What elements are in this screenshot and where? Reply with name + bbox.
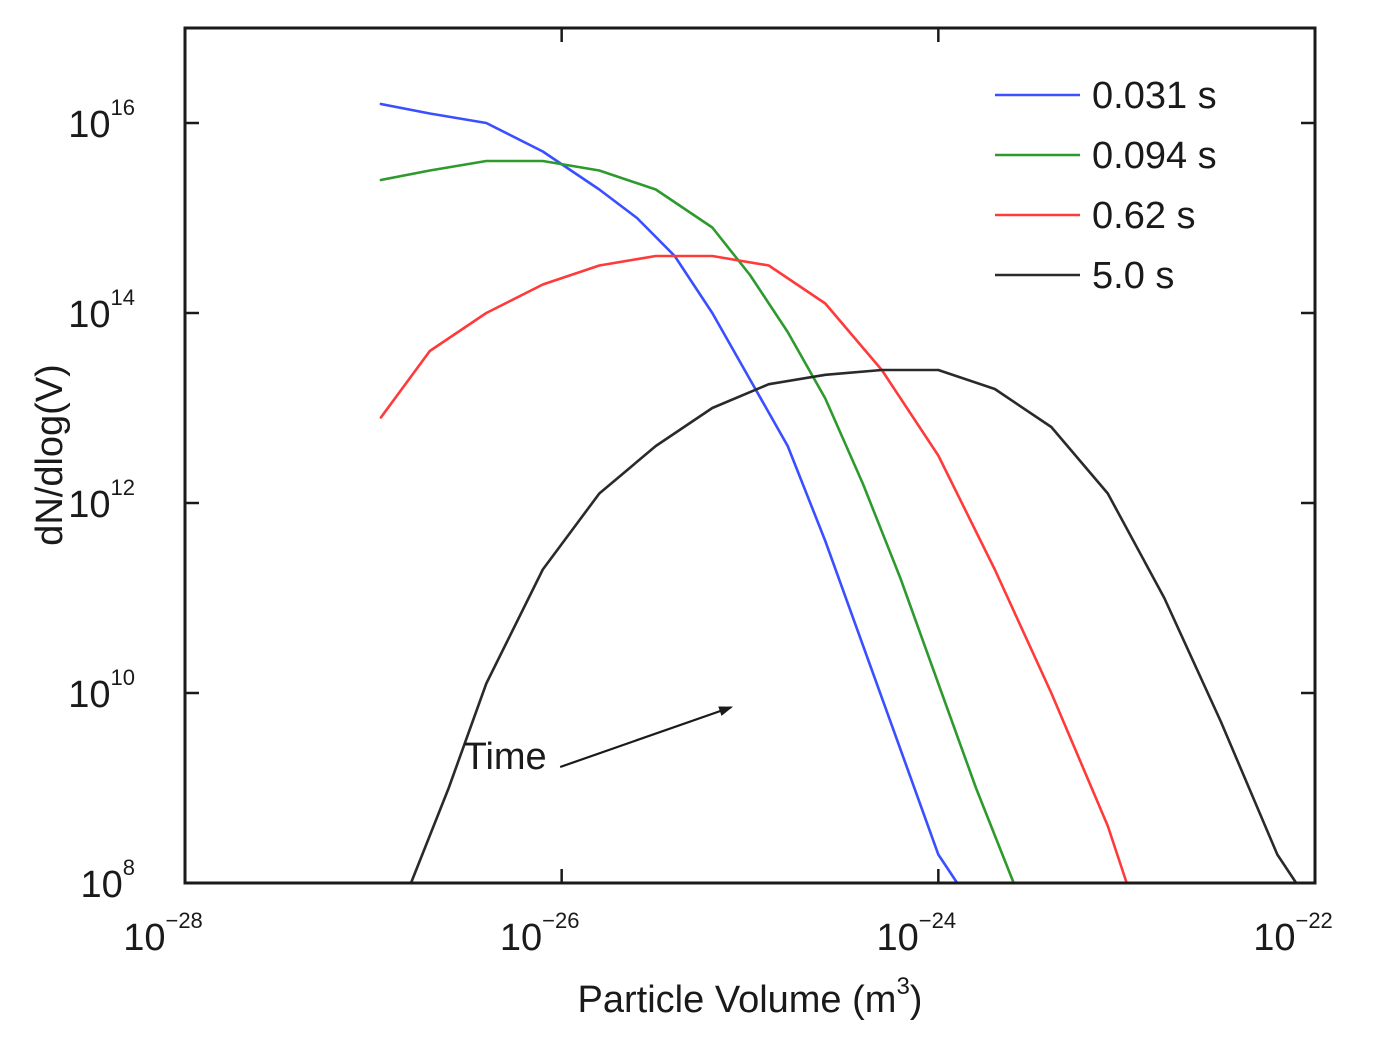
x-tick-label-2: 10−24 <box>877 908 957 959</box>
series-line-3 <box>409 368 1298 885</box>
x-axis-title: Particle Volume (m3) <box>578 973 923 1021</box>
legend-label-1: 0.094 s <box>1092 135 1217 177</box>
plot-frame <box>183 26 1317 885</box>
x-tick-label-exp-1: −26 <box>542 908 579 933</box>
y-tick-label-exp-3: 14 <box>111 285 135 310</box>
annotation-layer: Time <box>464 706 734 778</box>
x-tick-label-base-2: 10 <box>877 917 919 959</box>
y-tick-label-exp-2: 12 <box>111 475 135 500</box>
legend-label-2: 0.62 s <box>1092 195 1196 237</box>
annotation-arrow-0 <box>559 706 734 769</box>
series-line-2 <box>379 254 1128 885</box>
annotation-text-0: Time <box>464 736 547 778</box>
x-tick-label-base-1: 10 <box>500 917 542 959</box>
series-line-1 <box>379 159 1015 885</box>
x-axis-title-suffix: ) <box>910 979 923 1021</box>
y-tick-label-base-4: 10 <box>68 104 110 146</box>
y-tick-label-base-0: 10 <box>80 864 122 906</box>
y-tick-label-2: 1012 <box>68 475 135 526</box>
series-layer <box>379 102 1298 885</box>
y-tick-label-base-3: 10 <box>68 294 110 336</box>
x-tick-label-base-3: 10 <box>1253 917 1295 959</box>
x-tick-label-0: 10−28 <box>123 908 203 959</box>
x-tick-label-1: 10−26 <box>500 908 580 959</box>
legend-label-3: 5.0 s <box>1092 255 1174 297</box>
x-tick-label-3: 10−22 <box>1253 908 1333 959</box>
x-axis-title-superscript: 3 <box>896 973 909 1000</box>
y-tick-label-1: 1010 <box>68 665 135 716</box>
y-tick-label-exp-1: 10 <box>111 665 135 690</box>
plot-background <box>185 28 1315 883</box>
y-tick-label-exp-0: 8 <box>123 855 135 880</box>
x-tick-label-exp-3: −22 <box>1295 908 1332 933</box>
series-line-0 <box>379 102 959 885</box>
y-tick-label-base-2: 10 <box>68 484 110 526</box>
y-tick-label-base-1: 10 <box>68 674 110 716</box>
y-tick-label-exp-4: 16 <box>111 95 135 120</box>
x-axis-title-main: Particle Volume (m <box>578 979 897 1021</box>
legend: 0.031 s 0.094 s 0.62 s 5.0 s <box>995 75 1217 297</box>
x-tick-label-exp-0: −28 <box>165 908 202 933</box>
y-tick-label-3: 1014 <box>68 285 135 336</box>
x-tick-label-exp-2: −24 <box>919 908 956 933</box>
y-axis-title: dN/dlog(V) <box>29 364 71 546</box>
x-tick-labels: 10−28 10−26 10−24 10−22 <box>123 908 1333 959</box>
y-tick-label-4: 1016 <box>68 95 135 146</box>
x-tick-label-base-0: 10 <box>123 917 165 959</box>
legend-label-0: 0.031 s <box>1092 75 1217 117</box>
y-tick-label-0: 108 <box>80 855 135 906</box>
